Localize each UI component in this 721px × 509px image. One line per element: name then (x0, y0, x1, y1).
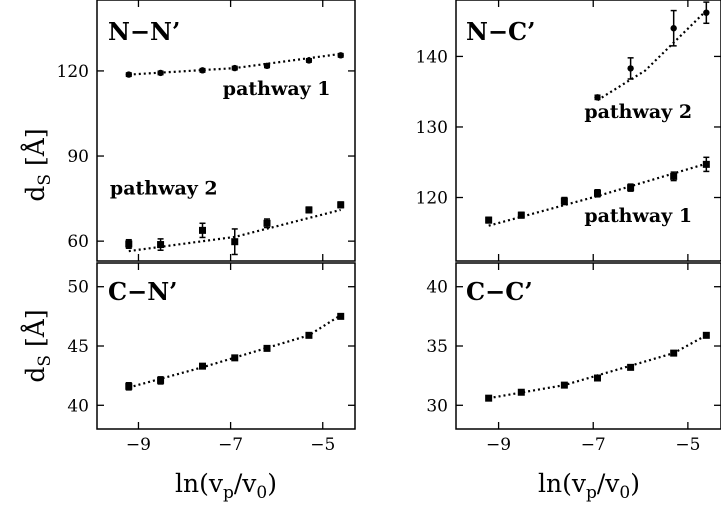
data-point (703, 9, 710, 16)
data-point (627, 184, 635, 192)
y-axis-label-bottom: dS [Å] (20, 309, 55, 382)
fit-line (128, 314, 342, 389)
data-point (263, 62, 271, 70)
y-tick-label: 50 (67, 278, 89, 298)
data-point (485, 394, 493, 402)
data-point (199, 67, 206, 74)
series-annotation: pathway 2 (584, 101, 692, 123)
panel-cc-title: C−C’ (466, 277, 533, 306)
data-point (157, 376, 165, 384)
data-point (485, 216, 493, 224)
x-tick-label: −9 (126, 435, 151, 455)
x-tick-label: −5 (310, 435, 335, 455)
data-point (670, 172, 678, 180)
data-point (702, 331, 710, 339)
data-point (627, 65, 634, 72)
panel-nn: N−N’ 60 90 120 pathway 1 pathway 2 (57, 0, 356, 262)
y-tick-label: 120 (416, 189, 448, 209)
y-tick-label: 140 (416, 47, 448, 67)
panel-cn-marks: 40 45 50 −9 −7 −5 (67, 263, 355, 455)
y-axis-label-top: dS [Å] (20, 128, 55, 201)
x-tick-label: −9 (486, 435, 511, 455)
y-tick-label: 35 (426, 337, 448, 357)
y-tick-label: 130 (416, 118, 448, 138)
panel-nc-title: N−C’ (466, 17, 536, 46)
series-annotation: pathway 1 (223, 78, 331, 100)
panel-nc-marks: 120 130 140 pathway 2 pathway 1 (416, 0, 721, 261)
data-point (231, 354, 239, 362)
panel-nn-title: N−N’ (108, 17, 180, 46)
series-annotation: pathway 2 (110, 177, 218, 199)
y-tick-label: 60 (67, 232, 89, 252)
x-tick-label: −5 (675, 435, 700, 455)
data-point (593, 374, 601, 382)
data-point (199, 362, 207, 370)
data-point (305, 331, 313, 339)
data-point (263, 219, 271, 227)
x-tick-label: −7 (218, 435, 243, 455)
y-tick-label: 30 (426, 396, 448, 416)
data-point (125, 71, 132, 78)
data-point (560, 197, 568, 205)
x-axis-label-left: ln(vp/v0) (175, 469, 277, 503)
panel-cn: C−N’ 40 45 50 −9 −7 −5 (67, 262, 356, 455)
data-point (337, 201, 345, 209)
data-point (593, 189, 601, 197)
data-point (594, 94, 601, 101)
panel-cn-title: C−N’ (108, 277, 178, 306)
fit-line (596, 9, 708, 102)
panel-nn-marks: 60 90 120 pathway 1 pathway 2 (57, 0, 355, 261)
data-point (702, 160, 710, 168)
data-point (517, 211, 525, 219)
data-point (627, 363, 635, 371)
data-point (337, 312, 345, 320)
data-point (560, 381, 568, 389)
data-point (337, 52, 344, 59)
x-axis-label-right: ln(vp/v0) (538, 469, 640, 503)
data-point (231, 64, 238, 72)
y-tick-label: 120 (57, 62, 89, 82)
data-point (263, 344, 271, 352)
y-tick-label: 40 (67, 396, 89, 416)
data-point (199, 226, 207, 234)
data-point (305, 57, 313, 64)
panel-nc-frame (455, 0, 721, 262)
data-point (157, 241, 165, 249)
panel-cc-marks: 30 35 40 −9 −7 −5 (426, 263, 721, 455)
y-tick-label: 45 (67, 337, 89, 357)
data-point (670, 349, 678, 357)
x-tick-label: −7 (581, 435, 606, 455)
data-point (670, 25, 677, 32)
data-point (305, 206, 313, 214)
data-point (517, 388, 525, 396)
y-tick-label: 90 (67, 147, 89, 167)
data-point (157, 69, 164, 77)
data-point (125, 382, 133, 390)
panel-cc: C−C’ 30 35 40 −9 −7 −5 (426, 262, 721, 455)
series-annotation: pathway 1 (584, 205, 692, 227)
data-point (231, 238, 239, 246)
y-tick-label: 40 (426, 278, 448, 298)
panel-nn-frame (96, 0, 356, 262)
panel-nc: N−C’ 120 130 140 pathway 2 pathway 1 (416, 0, 721, 262)
data-point (125, 240, 133, 248)
